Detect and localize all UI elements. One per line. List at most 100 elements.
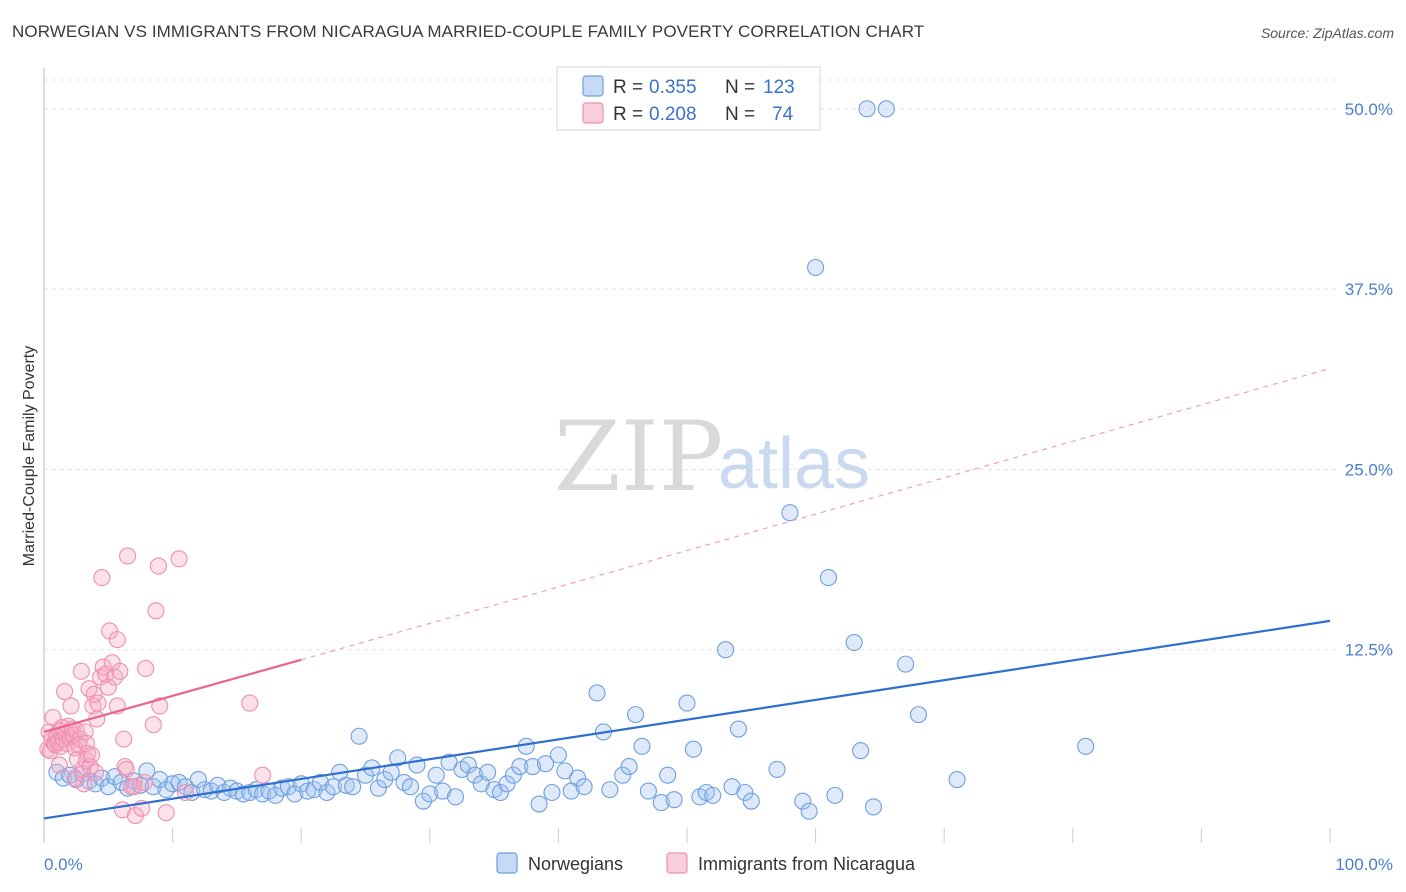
norwegians-point: [279, 778, 297, 796]
trend-extension-nicaragua: [301, 367, 1331, 661]
norwegians-point: [877, 100, 895, 118]
nicaragua-point: [119, 547, 137, 565]
norwegians-point: [819, 569, 838, 587]
chart-title: NORWEGIAN VS IMMIGRANTS FROM NICARAGUA M…: [12, 22, 925, 41]
bottom-legend: Norwegians Immigrants from Nicaragua: [496, 852, 916, 874]
y-tick-labels: 12.5% 25.0% 37.5% 50.0%: [1345, 100, 1393, 660]
norwegians-point: [549, 746, 567, 764]
norwegians-point: [401, 778, 420, 796]
norwegians-point: [517, 737, 535, 755]
trend-line-norwegians: [43, 619, 1331, 820]
nicaragua-point: [116, 757, 134, 776]
nicaragua-point: [151, 697, 169, 715]
norwegians-point: [421, 785, 439, 803]
watermark-zip: ZIP: [554, 401, 723, 513]
nicaragua-point: [108, 631, 126, 649]
stats-n-value-2: 74: [772, 104, 794, 125]
nicaragua-point: [93, 569, 111, 587]
norwegians-point: [344, 778, 362, 796]
stats-r-value-1: 0.355: [649, 77, 697, 98]
nicaragua-points: [39, 547, 272, 825]
norwegians-point: [575, 778, 593, 796]
nicaragua-point: [147, 602, 165, 620]
norwegians-point: [852, 742, 870, 760]
x-tick-label-min: 0.0%: [44, 855, 83, 874]
nicaragua-point: [135, 773, 153, 791]
norwegians-point: [491, 783, 510, 802]
legend-swatch-norwegians: [496, 852, 518, 874]
y-axis-label: Married-Couple Family Poverty: [21, 346, 38, 567]
trend-lines: [43, 367, 1331, 820]
watermark: ZIP atlas: [554, 401, 870, 513]
nicaragua-point: [72, 662, 90, 680]
stats-r-label-1: R =: [613, 77, 643, 98]
norwegians-point: [717, 641, 735, 659]
norwegians-point: [299, 782, 317, 800]
nicaragua-point: [144, 716, 162, 734]
norwegians-point: [729, 720, 747, 738]
norwegians-point: [498, 775, 516, 793]
norwegians-point: [324, 778, 342, 796]
norwegians-point: [807, 258, 825, 277]
nicaragua-point: [241, 694, 259, 712]
norwegians-point: [93, 769, 111, 787]
norwegians-point: [356, 766, 375, 784]
norwegians-point: [189, 770, 207, 789]
norwegians-point: [440, 753, 458, 771]
nicaragua-point: [85, 685, 103, 703]
norwegians-point: [948, 770, 966, 789]
norwegians-point: [157, 781, 175, 799]
norwegians-point: [659, 766, 677, 784]
source-credit: Source: ZipAtlas.com: [1260, 25, 1394, 41]
norwegians-point: [234, 785, 252, 803]
norwegians-point: [665, 791, 683, 809]
norwegians-point: [1077, 737, 1095, 755]
norwegians-point: [781, 504, 799, 522]
norwegians-point: [800, 802, 818, 820]
nicaragua-point: [117, 760, 135, 778]
stats-r-label-2: R =: [613, 104, 643, 125]
nicaragua-point: [149, 557, 168, 575]
norwegians-point: [845, 633, 863, 652]
norwegians-point: [897, 655, 915, 673]
norwegians-point: [164, 775, 182, 793]
norwegians-point: [678, 694, 696, 712]
norwegians-point: [144, 778, 162, 796]
norwegians-point: [620, 757, 638, 776]
nicaragua-point: [254, 766, 272, 784]
norwegians-point: [864, 798, 883, 816]
stats-r-value-2: 0.208: [649, 104, 697, 125]
norwegians-point: [614, 766, 632, 784]
x-tick-labels: 0.0% 100.0%: [44, 855, 1393, 874]
stats-legend: R = 0.355 N = 123 R = 0.208 N = 74: [556, 66, 821, 131]
norwegians-point: [768, 760, 786, 778]
nicaragua-point: [62, 697, 80, 715]
norwegians-point: [556, 762, 574, 780]
y-tick-label: 37.5%: [1345, 280, 1393, 299]
y-tick-label: 12.5%: [1345, 641, 1393, 660]
nicaragua-point: [77, 734, 95, 753]
norwegians-point: [209, 776, 227, 794]
norwegians-point: [742, 792, 760, 810]
norwegians-point: [318, 783, 336, 802]
norwegians-point: [530, 795, 548, 813]
nicaragua-point: [111, 662, 129, 680]
watermark-atlas: atlas: [718, 424, 870, 504]
norwegians-point: [511, 757, 529, 776]
norwegians-point: [350, 727, 368, 745]
norwegians-point: [588, 684, 606, 702]
nicaragua-point: [75, 775, 93, 793]
norwegians-point: [524, 757, 542, 776]
nicaragua-point: [115, 730, 133, 748]
nicaragua-point: [170, 550, 188, 568]
norwegians-point: [286, 785, 304, 803]
norwegians-point: [826, 786, 844, 804]
norwegians-point: [176, 778, 195, 796]
norwegians-point: [639, 782, 657, 800]
norwegians-point: [466, 766, 484, 784]
y-tick-label: 50.0%: [1345, 100, 1393, 119]
norwegians-point: [389, 749, 407, 767]
norwegians-point: [376, 770, 394, 789]
nicaragua-point: [86, 763, 104, 781]
